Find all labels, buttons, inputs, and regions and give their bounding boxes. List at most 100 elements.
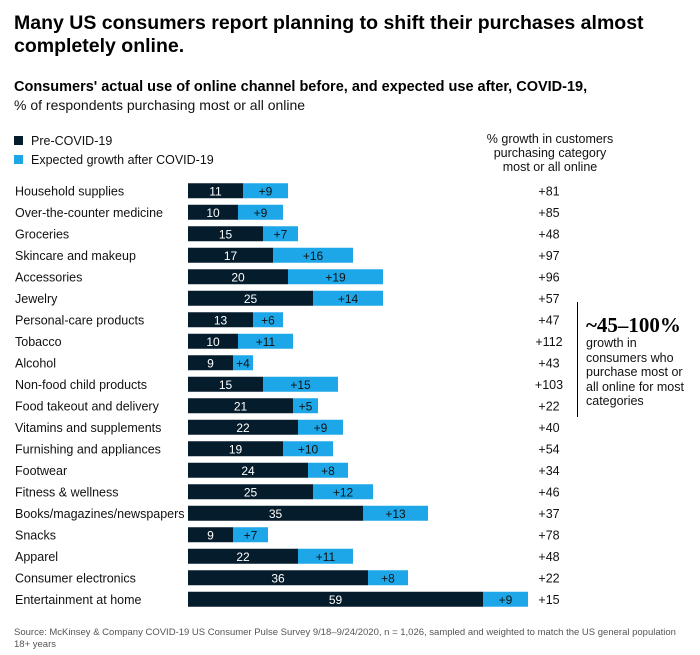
bar-label-pre-covid: 9	[207, 528, 214, 542]
category-label: Non-food child products	[15, 378, 147, 392]
chart-subtitle: Consumers' actual use of online channel …	[14, 79, 588, 95]
chart-title: Many US consumers report planning to shi…	[14, 12, 644, 57]
bar-expected-growth	[298, 548, 353, 564]
bar-pre-covid	[188, 462, 308, 478]
category-label: Furnishing and appliances	[15, 442, 161, 456]
bar-pre-covid	[188, 591, 483, 607]
growth-value: +43	[538, 356, 559, 370]
bar-label-expected-growth: +12	[333, 485, 354, 499]
chart-unit-note: % of respondents purchasing most or all …	[14, 97, 306, 113]
category-label: Jewelry	[15, 292, 58, 306]
bar-expected-growth	[483, 591, 528, 607]
category-label: Alcohol	[15, 356, 56, 370]
category-label: Accessories	[15, 270, 82, 284]
category-label: Books/magazines/newspapers	[15, 507, 185, 521]
category-label: Groceries	[15, 227, 69, 241]
growth-header-line-3: most or all online	[502, 160, 598, 174]
bar-label-pre-covid: 13	[214, 313, 228, 327]
growth-value: +112	[535, 335, 562, 349]
legend-item-pre: Pre-COVID-19	[14, 131, 214, 150]
bar-pre-covid	[188, 226, 263, 242]
bar-pre-covid	[188, 333, 238, 349]
bar-label-expected-growth: +13	[385, 507, 406, 521]
bar-label-expected-growth: +15	[290, 378, 311, 392]
bar-label-pre-covid: 11	[209, 184, 222, 198]
bar-pre-covid	[188, 183, 243, 199]
callout-text: growth in consumers who purchase most or…	[586, 336, 684, 408]
legend-item-post: Expected growth after COVID-19	[14, 150, 214, 169]
bar-label-expected-growth: +8	[381, 571, 395, 585]
bar-label-expected-growth: +14	[338, 292, 359, 306]
bar-expected-growth	[243, 183, 288, 199]
bar-label-expected-growth: +9	[499, 593, 513, 607]
bar-label-pre-covid: 20	[231, 270, 245, 284]
bar-label-pre-covid: 25	[244, 292, 258, 306]
bar-pre-covid	[188, 419, 298, 435]
bar-label-expected-growth: +19	[325, 270, 346, 284]
legend: Pre-COVID-19 Expected growth after COVID…	[14, 131, 214, 169]
bar-pre-covid	[188, 527, 233, 543]
bar-expected-growth	[263, 226, 298, 242]
category-label: Household supplies	[15, 184, 124, 198]
category-label: Food takeout and delivery	[15, 399, 160, 413]
growth-value: +57	[538, 292, 559, 306]
bar-label-expected-growth: +5	[299, 399, 313, 413]
bar-pre-covid	[188, 548, 298, 564]
bar-label-pre-covid: 17	[224, 249, 238, 263]
growth-value: +34	[538, 464, 559, 478]
legend-label-post: Expected growth after COVID-19	[31, 152, 214, 167]
bar-label-expected-growth: +9	[314, 421, 328, 435]
bar-label-pre-covid: 9	[207, 356, 214, 370]
bar-pre-covid	[188, 398, 293, 414]
bar-pre-covid	[188, 290, 313, 306]
bar-pre-covid	[188, 312, 253, 328]
bar-expected-growth	[238, 204, 283, 220]
bar-label-expected-growth: +8	[321, 464, 335, 478]
growth-value: +48	[538, 550, 559, 564]
bar-label-pre-covid: 21	[234, 399, 248, 413]
growth-value: +40	[538, 421, 559, 435]
bar-expected-growth	[233, 527, 268, 543]
bar-label-pre-covid: 24	[241, 464, 255, 478]
bar-label-pre-covid: 19	[229, 442, 243, 456]
bar-expected-growth	[308, 462, 348, 478]
bar-label-pre-covid: 35	[269, 507, 283, 521]
callout-range: ~45–100%	[586, 313, 681, 337]
bar-label-expected-growth: +11	[316, 550, 336, 564]
bar-label-expected-growth: +9	[254, 206, 268, 220]
growth-value: +37	[538, 507, 559, 521]
bar-label-pre-covid: 36	[271, 571, 285, 585]
bar-label-pre-covid: 15	[219, 378, 233, 392]
growth-value: +81	[538, 184, 559, 198]
bar-pre-covid	[188, 505, 363, 521]
growth-value: +15	[538, 593, 559, 607]
bar-label-pre-covid: 22	[236, 421, 250, 435]
bar-label-pre-covid: 22	[236, 550, 250, 564]
category-label: Skincare and makeup	[15, 249, 136, 263]
growth-value: +46	[538, 485, 559, 499]
category-label: Footwear	[15, 464, 67, 478]
growth-value: +22	[538, 571, 559, 585]
category-label: Fitness & wellness	[15, 485, 119, 499]
bar-pre-covid	[188, 204, 238, 220]
bar-expected-growth	[273, 247, 353, 263]
bar-label-expected-growth: +9	[259, 184, 273, 198]
growth-value: +22	[538, 399, 559, 413]
growth-value: +85	[538, 206, 559, 220]
bar-pre-covid	[188, 247, 273, 263]
category-label: Personal-care products	[15, 313, 144, 327]
bar-expected-growth	[363, 505, 428, 521]
bar-label-expected-growth: +7	[274, 227, 288, 241]
legend-swatch-pre	[14, 136, 23, 145]
growth-value: +103	[535, 378, 563, 392]
callout-bracket	[577, 302, 578, 417]
growth-value: +48	[538, 227, 559, 241]
bar-expected-growth	[288, 269, 383, 285]
bar-label-pre-covid: 59	[329, 593, 343, 607]
bar-expected-growth	[263, 376, 338, 392]
bar-expected-growth	[253, 312, 283, 328]
bar-pre-covid	[188, 376, 263, 392]
bar-label-expected-growth: +16	[303, 249, 324, 263]
category-label: Entertainment at home	[15, 593, 142, 607]
